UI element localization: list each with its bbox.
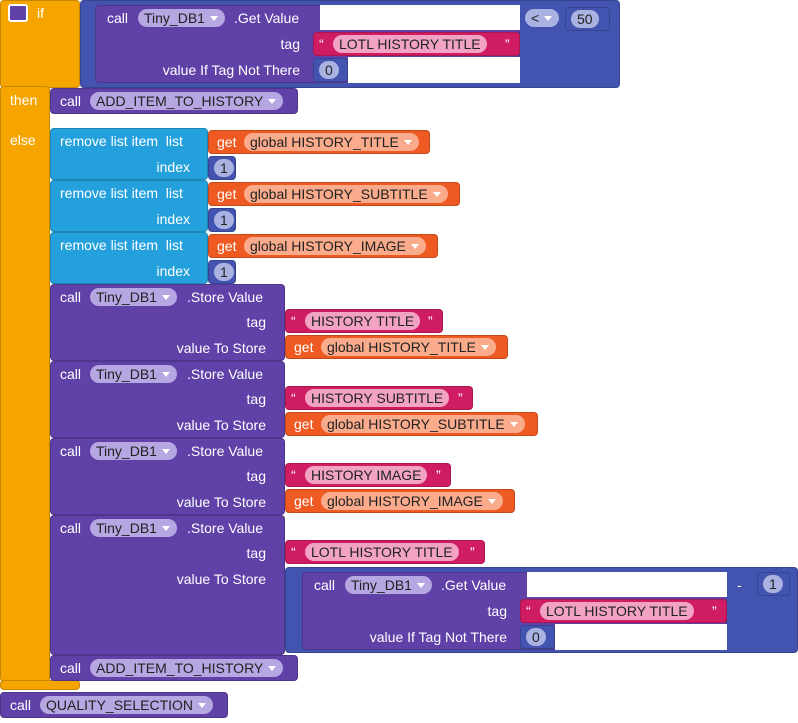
remove-label: remove list item list: [60, 237, 183, 253]
component-dropdown[interactable]: Tiny_DB1: [90, 288, 177, 306]
component-dropdown[interactable]: Tiny_DB1: [90, 365, 177, 383]
call-label: call: [314, 577, 336, 593]
quote-open: “: [291, 467, 296, 483]
call-label: call: [60, 366, 82, 382]
quote-open: “: [291, 544, 296, 560]
empty-socket: [555, 624, 727, 650]
then-label: then: [10, 92, 38, 108]
method-label: .Store Value: [187, 520, 264, 536]
method-label: .Store Value: [187, 289, 264, 305]
method-label: .Store Value: [187, 443, 264, 459]
index-label: index: [156, 159, 190, 175]
tag-label: tag: [246, 391, 266, 407]
empty-socket: [348, 57, 520, 83]
call-label: call: [60, 660, 82, 676]
empty-socket: [320, 5, 520, 30]
variable-dropdown[interactable]: global HISTORY_IMAGE: [244, 237, 426, 255]
tinydb-store-value[interactable]: [50, 284, 285, 361]
operator-label: -: [737, 577, 742, 593]
get-label: get: [294, 339, 314, 355]
else-label: else: [10, 132, 36, 148]
index-label: index: [156, 211, 190, 227]
variable-dropdown[interactable]: global HISTORY_SUBTITLE: [321, 415, 525, 433]
value-label: value To Store: [176, 494, 266, 510]
value-label: value To Store: [176, 571, 266, 587]
text-value: HISTORY IMAGE: [305, 466, 428, 484]
quote-open: “: [291, 390, 296, 406]
tag-label: tag: [246, 314, 266, 330]
call-label: call: [10, 697, 32, 713]
if-label: if: [37, 5, 44, 21]
remove-label: remove list item list: [60, 133, 183, 149]
text-value: HISTORY SUBTITLE: [305, 389, 450, 407]
mutator-icon[interactable]: [8, 4, 28, 22]
default-label: value If Tag Not There: [369, 629, 507, 645]
procedure-dropdown[interactable]: ADD_ITEM_TO_HISTORY: [90, 659, 284, 677]
get-label: get: [217, 134, 237, 150]
quote-open: “: [526, 603, 531, 619]
index-label: index: [156, 263, 190, 279]
default-label: value If Tag Not There: [162, 62, 300, 78]
quote-open: “: [319, 36, 324, 52]
method-label: .Get Value: [441, 577, 507, 593]
quote-close: ”: [436, 467, 441, 483]
if-block-footer[interactable]: [0, 680, 80, 690]
number-value: 50: [571, 10, 599, 28]
tinydb-store-value[interactable]: [50, 515, 285, 655]
variable-dropdown[interactable]: global HISTORY_TITLE: [244, 133, 419, 151]
get-label: get: [294, 493, 314, 509]
get-label: get: [217, 186, 237, 202]
if-block-body[interactable]: [0, 86, 50, 682]
text-value: LOTL HISTORY TITLE: [540, 602, 694, 620]
operator-dropdown[interactable]: <: [525, 9, 560, 27]
number-value: 1: [763, 575, 783, 593]
get-label: get: [294, 416, 314, 432]
number-value: 1: [214, 159, 234, 177]
number-value: 1: [214, 263, 234, 281]
quote-close: ”: [712, 603, 717, 619]
quote-close: ”: [470, 544, 475, 560]
get-label: get: [217, 238, 237, 254]
remove-list-item[interactable]: [50, 232, 208, 284]
method-label: .Get Value: [234, 10, 300, 26]
call-label: call: [60, 520, 82, 536]
procedure-dropdown[interactable]: QUALITY_SELECTION: [40, 696, 214, 714]
component-dropdown[interactable]: Tiny_DB1: [138, 9, 225, 27]
call-label: call: [60, 93, 82, 109]
tag-label: tag: [246, 468, 266, 484]
value-label: value To Store: [176, 417, 266, 433]
call-label: call: [107, 10, 129, 26]
text-value: HISTORY TITLE: [305, 312, 421, 330]
method-label: .Store Value: [187, 366, 264, 382]
remove-list-item[interactable]: [50, 128, 208, 180]
quote-close: ”: [428, 313, 433, 329]
number-value: 1: [214, 211, 234, 229]
tag-label: tag: [246, 545, 266, 561]
component-dropdown[interactable]: Tiny_DB1: [90, 519, 177, 537]
procedure-dropdown[interactable]: ADD_ITEM_TO_HISTORY: [90, 92, 284, 110]
variable-dropdown[interactable]: global HISTORY_SUBTITLE: [244, 185, 448, 203]
quote-open: “: [291, 313, 296, 329]
call-label: call: [60, 443, 82, 459]
quote-close: ”: [458, 390, 463, 406]
tag-label: tag: [487, 603, 507, 619]
component-dropdown[interactable]: Tiny_DB1: [345, 576, 432, 594]
text-value: LOTL HISTORY TITLE: [305, 543, 459, 561]
variable-dropdown[interactable]: global HISTORY_IMAGE: [321, 492, 503, 510]
remove-label: remove list item list: [60, 185, 183, 201]
quote-close: ”: [505, 36, 510, 52]
tag-label: tag: [280, 36, 300, 52]
component-dropdown[interactable]: Tiny_DB1: [90, 442, 177, 460]
number-value: 0: [319, 61, 339, 79]
empty-socket: [527, 572, 727, 597]
variable-dropdown[interactable]: global HISTORY_TITLE: [321, 338, 496, 356]
remove-list-item[interactable]: [50, 180, 208, 232]
text-value: LOTL HISTORY TITLE: [333, 35, 487, 53]
value-label: value To Store: [176, 340, 266, 356]
call-label: call: [60, 289, 82, 305]
number-value: 0: [526, 628, 546, 646]
